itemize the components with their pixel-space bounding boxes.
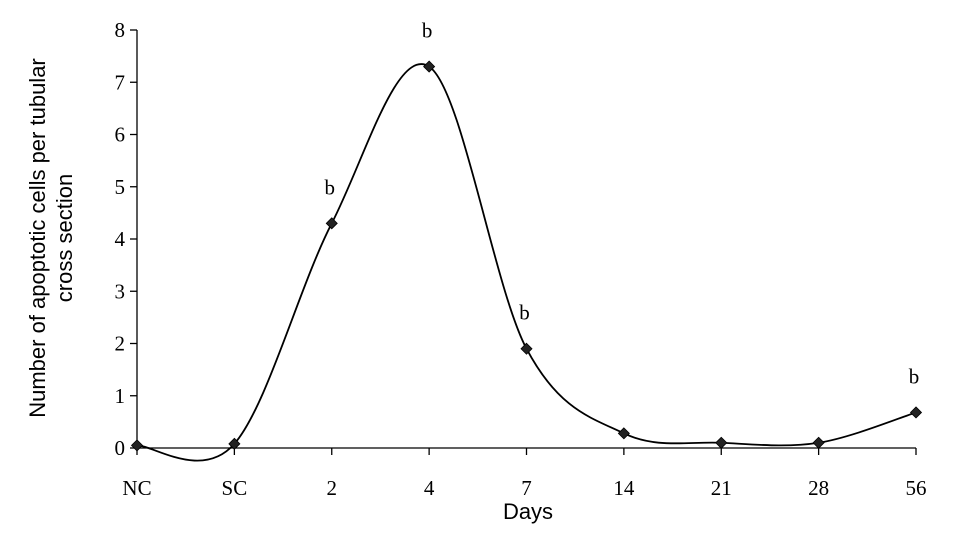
x-tick-label: SC xyxy=(222,476,248,500)
annotations: b b b b xyxy=(325,19,920,389)
x-tick-label: NC xyxy=(122,476,151,500)
x-tick-label: 4 xyxy=(424,476,435,500)
y-axis-title-line-2: cross section xyxy=(52,174,77,302)
y-tick-label: 2 xyxy=(115,332,126,356)
data-point xyxy=(909,406,923,419)
data-point xyxy=(520,342,533,355)
y-axis: 0 1 2 3 4 5 6 7 8 xyxy=(115,18,138,460)
x-tick-label: 14 xyxy=(613,476,635,500)
data-point xyxy=(228,437,241,450)
significance-label: b xyxy=(519,301,530,325)
series-line xyxy=(136,63,917,462)
data-point xyxy=(617,427,630,440)
significance-label: b xyxy=(422,19,433,43)
x-axis: NC SC 2 4 7 14 21 28 56 xyxy=(122,447,927,500)
x-tick-label: 56 xyxy=(906,476,927,500)
data-point xyxy=(130,439,144,452)
y-tick-label: 4 xyxy=(115,227,126,251)
data-point xyxy=(325,217,338,230)
y-tick-label: 8 xyxy=(115,18,126,42)
x-axis-title: Days xyxy=(503,499,553,524)
x-tick-label: 28 xyxy=(808,476,829,500)
y-axis-title-line-1: Number of apoptotic cells per tubular xyxy=(25,58,50,418)
series-curve-group xyxy=(136,63,917,462)
significance-label: b xyxy=(909,364,920,388)
y-tick-label: 1 xyxy=(115,384,126,408)
data-point xyxy=(423,60,436,73)
y-tick-label: 6 xyxy=(115,123,126,147)
y-tick-label: 3 xyxy=(115,279,126,303)
y-tick-label: 7 xyxy=(115,70,126,94)
y-axis-title: Number of apoptotic cells per tubular cr… xyxy=(25,58,77,418)
x-tick-label: 2 xyxy=(327,476,338,500)
significance-label: b xyxy=(325,175,336,199)
x-tick-label: 21 xyxy=(711,476,732,500)
data-points xyxy=(130,60,923,452)
y-tick-label: 0 xyxy=(115,436,126,460)
x-tick-label: 7 xyxy=(521,476,532,500)
y-tick-label: 5 xyxy=(115,175,126,199)
data-point xyxy=(715,436,728,449)
data-point xyxy=(812,436,825,449)
